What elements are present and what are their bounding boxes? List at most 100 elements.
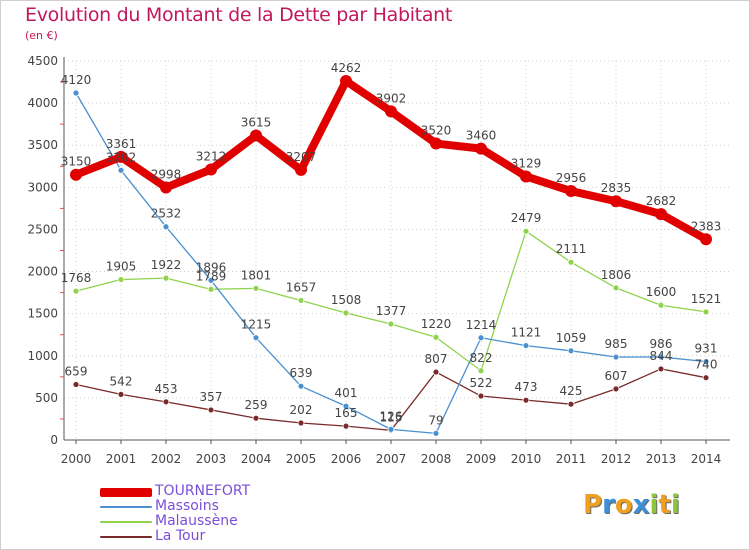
data-label: 844	[650, 349, 673, 363]
data-label: 3150	[61, 155, 92, 169]
x-tick-label: 2007	[376, 452, 407, 466]
data-label: 1215	[241, 318, 272, 332]
data-point	[432, 333, 440, 341]
y-tick-label: 1000	[27, 349, 58, 363]
data-label: 2835	[601, 181, 632, 195]
data-point	[117, 390, 125, 398]
data-label: 2682	[646, 194, 677, 208]
data-label: 79	[428, 413, 443, 427]
data-label: 1600	[646, 285, 677, 299]
data-label: 4262	[331, 61, 362, 75]
data-point	[565, 185, 577, 198]
data-label: 3212	[196, 149, 227, 163]
data-label: 807	[425, 352, 448, 366]
x-tick-label: 2009	[466, 452, 497, 466]
data-label: 115	[380, 410, 403, 424]
legend-swatch	[100, 506, 152, 508]
x-tick-label: 2006	[331, 452, 362, 466]
data-label: 522	[470, 376, 493, 390]
proxiti-logo: Proxiti	[583, 490, 680, 520]
logo-letter: x	[632, 490, 650, 520]
data-label: 453	[155, 382, 178, 396]
y-tick-label: 2500	[27, 222, 58, 236]
data-point	[520, 170, 532, 183]
data-point	[385, 105, 397, 118]
data-point	[207, 285, 215, 293]
legend-swatch	[100, 488, 152, 497]
legend-swatch	[100, 521, 152, 523]
data-point	[430, 137, 442, 150]
data-label: 3615	[241, 116, 272, 130]
data-label: 4120	[61, 73, 92, 87]
data-point	[252, 334, 260, 342]
data-point	[702, 374, 710, 382]
data-label: 1377	[376, 304, 407, 318]
y-tick-label: 1500	[27, 307, 58, 321]
data-label: 542	[110, 374, 133, 388]
y-tick-label: 4000	[27, 96, 58, 110]
x-tick-label: 2003	[196, 452, 227, 466]
legend-label: La Tour	[155, 528, 206, 544]
data-point	[477, 367, 485, 375]
legend-swatch	[100, 536, 152, 538]
data-label: 607	[605, 369, 628, 383]
data-label: 659	[65, 364, 88, 378]
data-point	[252, 414, 260, 422]
data-point	[250, 129, 262, 142]
data-label: 2383	[691, 219, 722, 233]
data-label: 1508	[331, 293, 362, 307]
data-label: 3902	[376, 91, 407, 105]
data-point	[207, 276, 215, 284]
logo-letter: r	[602, 490, 615, 520]
data-label: 401	[335, 386, 358, 400]
data-point	[70, 168, 82, 181]
data-label: 473	[515, 380, 538, 394]
data-label: 1768	[61, 271, 92, 285]
data-point	[162, 274, 170, 282]
data-point	[655, 208, 667, 221]
x-tick-label: 2002	[151, 452, 182, 466]
data-point	[72, 89, 80, 97]
logo-letter: o	[614, 490, 633, 520]
data-point	[72, 287, 80, 295]
data-label: 3202	[106, 150, 137, 164]
data-point	[160, 181, 172, 194]
data-label: 1214	[466, 318, 497, 332]
data-point	[657, 365, 665, 373]
data-label: 1521	[691, 292, 722, 306]
data-point	[567, 400, 575, 408]
x-tick-label: 2004	[241, 452, 272, 466]
data-label: 3129	[511, 156, 542, 170]
data-point	[610, 195, 622, 208]
data-point	[342, 402, 350, 410]
data-point	[162, 398, 170, 406]
logo-letter: P	[583, 490, 603, 520]
data-point	[342, 422, 350, 430]
data-point	[387, 425, 395, 433]
x-tick-label: 2011	[556, 452, 587, 466]
data-label: 1121	[511, 326, 542, 340]
data-point	[567, 258, 575, 266]
data-point	[475, 142, 487, 155]
y-tick-label: 500	[35, 391, 58, 405]
data-point	[522, 342, 530, 349]
data-point	[387, 320, 395, 328]
data-label: 931	[695, 342, 718, 356]
legend-label: Malaussène	[155, 513, 238, 529]
data-label: 740	[695, 358, 718, 372]
data-point	[72, 381, 80, 388]
data-point	[657, 301, 665, 309]
data-point	[205, 163, 217, 176]
data-point	[702, 358, 710, 365]
data-point	[295, 163, 307, 176]
legend-label: TOURNEFORT	[155, 483, 251, 499]
data-label: 2111	[556, 242, 587, 256]
data-label: 1896	[196, 260, 227, 274]
x-tick-label: 2001	[106, 452, 137, 466]
data-label: 259	[245, 398, 268, 412]
data-point	[612, 353, 620, 361]
data-point	[702, 308, 710, 316]
data-label: 986	[650, 337, 673, 351]
data-label: 1922	[151, 258, 182, 272]
